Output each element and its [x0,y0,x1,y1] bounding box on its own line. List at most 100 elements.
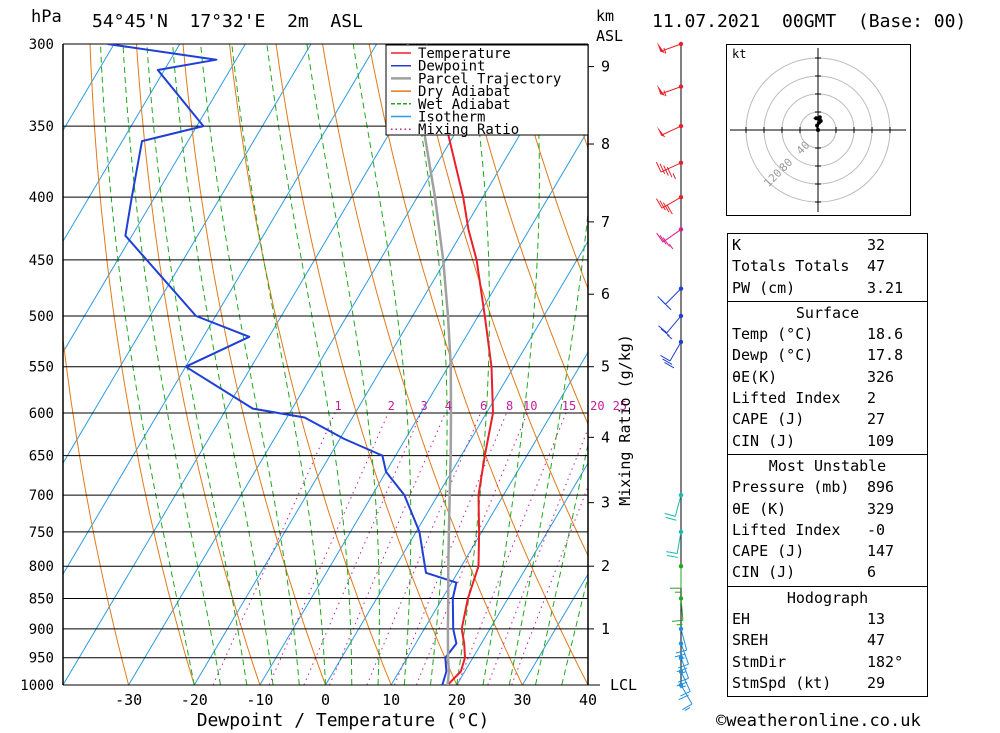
dry-adiabat-line [974,44,1000,685]
wind-barb-feather [656,198,663,209]
most-unstable-block: Most Unstable Pressure (mb) 896 θE (K) 329… [727,453,928,587]
wind-barb-shaft [662,229,682,243]
legend-entry-label: Temperature [418,46,511,62]
wind-barb-shaft [660,43,682,52]
wind-barb-half-feather [672,173,677,180]
wind-barb-feather [664,513,676,517]
wind-barb-feather [660,355,671,362]
pressure-tick-label: 1000 [20,678,54,694]
wind-barb [660,339,684,369]
wind-barb-shaft [665,288,682,305]
wind-barb-feather [665,516,677,521]
wind-barb-feather [659,200,666,211]
wind-barb [678,682,693,711]
wind-barb-shaft [660,86,682,95]
dry-adiabat-line [461,44,588,426]
most-unstable-row: CIN (J) 6 [732,563,877,582]
wind-barb-half-feather [663,47,667,54]
legend-entry-label: Isotherm [418,110,485,126]
km-tick-label: 5 [601,358,610,376]
wind-barb-feather [666,551,678,554]
x-tick-label: -10 [246,691,273,709]
hodograph-row: StmDir 182° [732,652,904,671]
hodograph-indices-block: Hodograph EH 13 SREH 47 StmDir 182° StmSpd … [727,585,928,698]
hodograph-row: EH 13 [732,610,886,629]
wind-barb-half-feather [663,90,667,97]
wet-adiabat-line [266,44,353,685]
wet-adiabat-line [200,44,300,685]
km-tick-label: 7 [601,213,610,231]
wind-barb [671,596,684,626]
asl-unit-label: ASL [596,27,624,45]
legend-entry-label: Wet Adiabat [418,97,511,113]
most-unstable-row: Pressure (mb) 896 [732,478,895,497]
wind-barb-half-feather [679,685,686,689]
credit-link[interactable]: ©weatheronline.co.uk [716,711,921,731]
wind-barb-feather [664,361,675,369]
most-unstable-row: Lifted Index -0 [732,520,886,539]
mixing-ratio-label: 3 [421,399,428,413]
pressure-tick-label: 400 [29,190,54,206]
wind-barb [676,655,689,689]
wind-barb [656,227,684,250]
x-tick-label: 30 [513,691,531,709]
legend-entry-label: Dry Adiabat [418,84,511,100]
mixing-ratio-label: 25 [613,399,627,413]
surface-row: Dewp (°C) 17.8 [732,346,904,365]
hodograph-row: SREH 47 [732,631,886,650]
isotherm-line [325,240,588,685]
pressure-tick-label: 800 [29,559,54,575]
surface-row: Temp (°C) 18.6 [732,325,904,344]
index-row-totals: Totals Totals 47 [732,257,886,276]
most-unstable-title: Most Unstable [768,456,887,475]
parcel-trajectory-profile [406,44,453,685]
most-unstable-row: θE (K) 329 [732,499,895,518]
pressure-tick-label: 900 [29,622,54,638]
mixing-ratio-line [329,412,446,685]
indices-table: K 32 Totals Totals 47 PW (cm) 3.21 Surface … [727,233,928,698]
x-tick-label: 40 [579,691,597,709]
mixing-ratio-label: 10 [523,399,537,413]
legend-entry-label: Parcel Trajectory [418,71,561,87]
isotherm-line [63,44,115,132]
dry-adiabat-line [927,44,1000,685]
pressure-tick-label: 600 [29,406,54,422]
mixing-ratio-line [394,412,508,685]
wind-barb-shaft [669,341,682,362]
isotherm-line [63,44,246,354]
wind-barb-shaft [666,315,682,334]
mixing-ratio-label: 8 [506,399,513,413]
wind-barb-feather [675,649,687,654]
wind-barb-half-feather [666,305,672,311]
hodograph-point [816,117,821,122]
datetime-title: 11.07.2021 00GMT (Base: 00) [652,11,967,32]
wind-barb-shaft [661,196,682,209]
wind-barb-shaft [674,494,682,517]
surface-row: θE(K) 326 [732,367,895,386]
wind-barb [670,563,684,593]
pressure-tick-label: 750 [29,525,54,541]
pressure-tick-label: 500 [29,309,54,325]
wind-barb-flag [656,84,666,96]
wind-barb-feather [682,703,693,710]
wet-adiabat-line [561,574,588,685]
wind-barb-shaft [660,125,682,136]
wind-barb-feather [662,237,670,247]
mixing-ratio-line [268,412,389,685]
x-tick-label: 0 [321,691,330,709]
lcl-label: LCL [610,676,637,694]
wind-barb-dot [678,492,684,498]
isotherm-line [63,44,378,576]
mixing-ratio-line [366,412,482,685]
surface-row: Lifted Index 2 [732,389,877,408]
km-tick-label: 2 [601,557,610,575]
wind-barb-feather [655,161,662,173]
wind-barb-feather [671,619,683,622]
dry-adiabat-line [368,44,588,685]
pressure-tick-label: 700 [29,488,54,504]
wind-barb-feather [663,165,669,176]
wind-barb [666,529,684,558]
x-axis-title: Dewpoint / Temperature (°C) [197,710,490,731]
mixing-ratio-label: 15 [562,399,576,413]
